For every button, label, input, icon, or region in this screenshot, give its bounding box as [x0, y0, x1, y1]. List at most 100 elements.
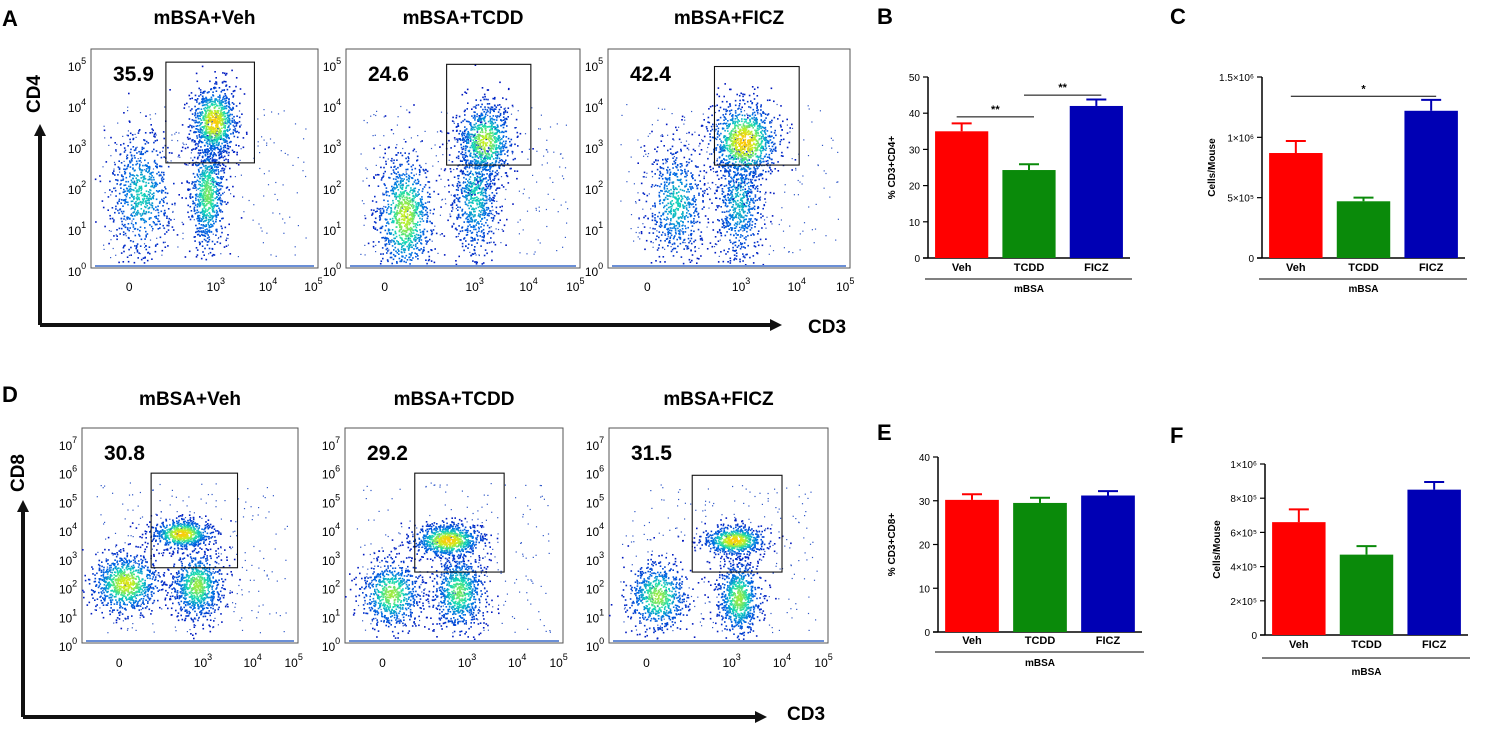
event-dot	[480, 211, 482, 213]
event-dot	[472, 145, 474, 148]
event-dot	[474, 197, 476, 199]
event-dot	[481, 263, 484, 265]
event-dot	[225, 122, 227, 124]
event-dot	[203, 134, 205, 136]
event-dot	[99, 175, 101, 177]
event-dot	[481, 207, 484, 209]
event-dot	[385, 225, 387, 227]
event-dot	[127, 145, 129, 147]
event-dot	[225, 245, 228, 247]
event-dot	[172, 210, 174, 213]
event-dot	[230, 108, 232, 111]
tick-exponent: 5	[318, 276, 323, 286]
event-dot	[209, 179, 212, 182]
event-dot	[486, 163, 488, 165]
event-dot	[416, 230, 418, 233]
event-dot	[483, 224, 485, 227]
event-dot	[421, 196, 423, 198]
event-dot	[148, 168, 151, 170]
event-dot	[135, 197, 138, 199]
event-dot	[226, 120, 229, 123]
event-dot	[380, 179, 383, 181]
event-dot	[451, 204, 454, 206]
event-dot	[160, 178, 163, 180]
event-dot	[137, 132, 140, 134]
event-dot	[216, 109, 219, 112]
event-dot	[479, 216, 481, 218]
event-dot	[204, 196, 206, 198]
event-dot	[163, 137, 165, 140]
event-dot	[497, 130, 500, 132]
event-dot	[159, 200, 161, 203]
event-dot	[398, 212, 400, 215]
event-dot	[216, 181, 218, 184]
event-dot	[489, 170, 491, 173]
event-dot	[490, 198, 493, 200]
event-dot	[145, 202, 148, 204]
event-dot	[204, 100, 207, 102]
event-dot	[138, 252, 140, 254]
event-dot	[480, 147, 483, 149]
event-dot	[217, 198, 219, 201]
event-dot	[130, 148, 132, 151]
event-dot	[392, 253, 395, 256]
event-dot	[480, 121, 483, 123]
event-dot	[216, 122, 219, 124]
event-dot	[134, 245, 136, 247]
event-dot	[217, 237, 219, 240]
event-dot	[483, 209, 485, 211]
event-dot	[194, 212, 197, 215]
event-dot	[206, 142, 209, 145]
event-dot	[203, 225, 206, 227]
event-dot	[491, 128, 494, 131]
event-dot	[206, 134, 208, 137]
event-dot	[397, 242, 400, 244]
event-dot	[235, 124, 238, 127]
event-dot	[164, 233, 166, 235]
event-dot	[122, 179, 124, 181]
event-dot	[145, 245, 147, 247]
event-dot	[475, 160, 478, 162]
event-dot	[483, 254, 486, 257]
event-dot	[146, 259, 149, 262]
event-dot	[195, 99, 198, 101]
event-dot	[162, 131, 165, 133]
event-dot	[377, 185, 380, 187]
event-dot	[468, 178, 471, 181]
event-dot	[463, 110, 466, 113]
event-dot	[481, 223, 483, 225]
event-dot	[457, 198, 459, 200]
event-dot	[489, 125, 491, 128]
event-dot	[108, 144, 110, 146]
event-dot	[209, 183, 212, 185]
event-dot	[466, 166, 468, 168]
tick-exponent: 4	[272, 276, 277, 286]
event-dot	[132, 224, 135, 226]
event-dot	[284, 222, 286, 224]
event-dot	[196, 233, 199, 236]
event-dot	[228, 100, 230, 103]
event-dot	[210, 98, 213, 101]
event-dot	[421, 140, 423, 142]
event-dot	[125, 198, 127, 201]
event-dot	[464, 132, 466, 135]
event-dot	[392, 199, 394, 202]
event-dot	[409, 218, 412, 220]
event-dot	[218, 102, 221, 104]
event-dot	[387, 230, 390, 232]
event-dot	[210, 204, 213, 206]
event-dot	[259, 167, 261, 170]
event-dot	[148, 211, 150, 214]
event-dot	[115, 179, 117, 181]
event-dot	[216, 230, 218, 233]
event-dot	[229, 175, 232, 178]
event-dot	[134, 227, 137, 230]
event-dot	[199, 89, 202, 91]
event-dot	[391, 217, 394, 220]
event-dot	[408, 206, 410, 209]
event-dot	[129, 141, 132, 144]
event-dot	[390, 232, 393, 234]
event-dot	[401, 246, 403, 249]
event-dot	[125, 176, 128, 179]
event-dot	[220, 111, 222, 114]
